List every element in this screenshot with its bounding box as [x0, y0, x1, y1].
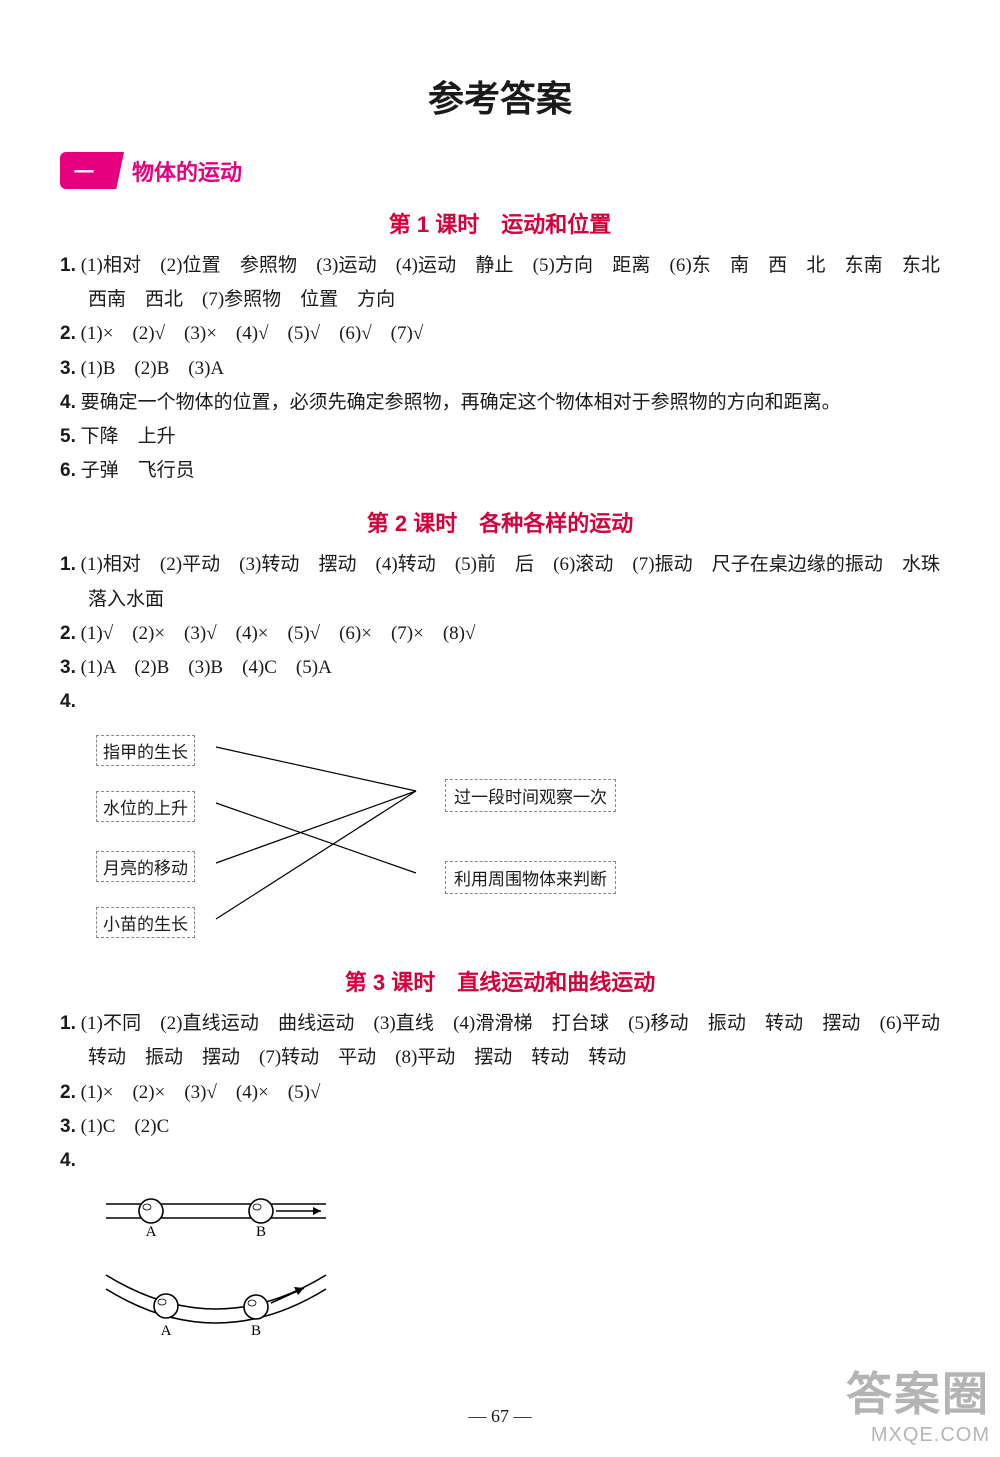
motion-diagram: A B A B — [96, 1186, 940, 1345]
straight-track: A B — [96, 1186, 336, 1241]
lesson-3-answers: 1. (1)不同 (2)直线运动 曲线运动 (3)直线 (4)滑滑梯 打台球 (… — [60, 1007, 940, 1178]
match-left: 指甲的生长 — [96, 735, 195, 766]
matching-diagram: 指甲的生长 水位的上升 月亮的移动 小苗的生长 过一段时间观察一次 利用周围物体… — [96, 727, 616, 947]
answer: 3. (1)C (2)C — [60, 1110, 940, 1144]
match-left: 小苗的生长 — [96, 907, 195, 938]
answer: 1. (1)相对 (2)位置 参照物 (3)运动 (4)运动 静止 (5)方向 … — [60, 249, 940, 317]
section-title: 物体的运动 — [132, 155, 242, 187]
section-badge: 一 — [60, 152, 124, 189]
lesson-3-title: 第 3 课时 直线运动和曲线运动 — [60, 965, 940, 997]
answer: 3. (1)B (2)B (3)A — [60, 352, 940, 386]
answer: 4. — [60, 1144, 940, 1178]
answer: 2. (1)× (2)× (3)√ (4)× (5)√ — [60, 1076, 940, 1110]
label-A: A — [146, 1224, 157, 1240]
label-A: A — [161, 1323, 172, 1339]
match-left: 月亮的移动 — [96, 851, 195, 882]
watermark-line1: 答案圈 — [846, 1358, 990, 1424]
answer: 5. 下降 上升 — [60, 420, 940, 454]
label-B: B — [256, 1224, 266, 1240]
answer: 2. (1)√ (2)× (3)√ (4)× (5)√ (6)× (7)× (8… — [60, 617, 940, 651]
answer: 2. (1)× (2)√ (3)× (4)√ (5)√ (6)√ (7)√ — [60, 317, 940, 351]
answer: 4. — [60, 685, 940, 719]
watermark-line2: MXQE.COM — [846, 1424, 990, 1447]
watermark: 答案圈 MXQE.COM — [846, 1358, 990, 1447]
lesson-1-answers: 1. (1)相对 (2)位置 参照物 (3)运动 (4)运动 静止 (5)方向 … — [60, 249, 940, 488]
lesson-1-title: 第 1 课时 运动和位置 — [60, 207, 940, 239]
answer: 4. 要确定一个物体的位置，必须先确定参照物，再确定这个物体相对于参照物的方向和… — [60, 386, 940, 420]
answer: 3. (1)A (2)B (3)B (4)C (5)A — [60, 651, 940, 685]
page-title: 参考答案 — [60, 70, 940, 122]
answer: 1. (1)不同 (2)直线运动 曲线运动 (3)直线 (4)滑滑梯 打台球 (… — [60, 1007, 940, 1075]
match-right: 利用周围物体来判断 — [445, 861, 616, 894]
match-right: 过一段时间观察一次 — [445, 779, 616, 812]
curved-track: A B — [96, 1255, 336, 1345]
match-left: 水位的上升 — [96, 791, 195, 822]
lesson-2-answers: 1. (1)相对 (2)平动 (3)转动 摆动 (4)转动 (5)前 后 (6)… — [60, 548, 940, 719]
answer: 6. 子弹 飞行员 — [60, 454, 940, 488]
label-B: B — [251, 1323, 261, 1339]
section-header: 一 物体的运动 — [60, 152, 940, 189]
answer: 1. (1)相对 (2)平动 (3)转动 摆动 (4)转动 (5)前 后 (6)… — [60, 548, 940, 616]
lesson-2-title: 第 2 课时 各种各样的运动 — [60, 506, 940, 538]
